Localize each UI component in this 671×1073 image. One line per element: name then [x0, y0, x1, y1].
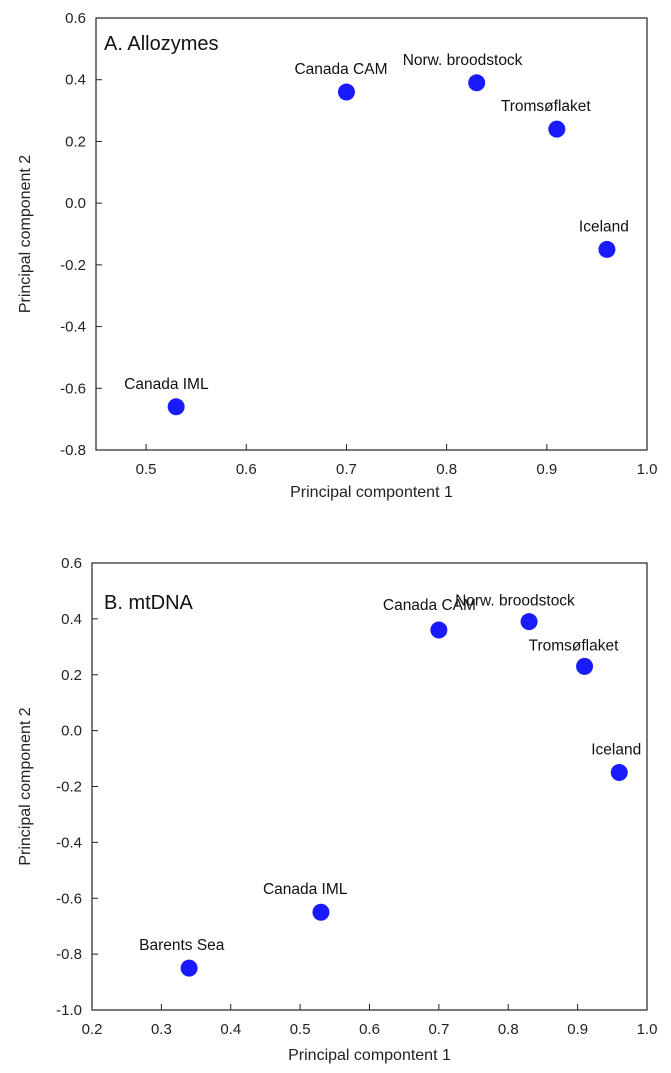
- point-label: Canada CAM: [294, 61, 387, 78]
- point-label: Norw. broodstock: [403, 52, 523, 69]
- y-axis-title: Principal component 2: [17, 707, 34, 865]
- data-point: [468, 74, 486, 92]
- panel-title: B. mtDNA: [104, 592, 194, 614]
- x-tick-label: 0.7: [336, 461, 357, 478]
- x-tick-label: 1.0: [637, 1021, 658, 1038]
- x-tick-label: 0.6: [359, 1021, 380, 1038]
- y-tick-label: -0.2: [60, 257, 86, 274]
- x-tick-label: 0.5: [290, 1021, 311, 1038]
- x-tick-label: 0.6: [236, 461, 257, 478]
- point-label: Tromsøflaket: [529, 637, 620, 654]
- data-point: [520, 613, 538, 631]
- point-label: Canada IML: [263, 881, 348, 898]
- y-tick-label: 0.0: [61, 723, 82, 740]
- data-point: [312, 903, 330, 921]
- x-tick-label: 0.4: [220, 1021, 241, 1038]
- y-tick-label: 0.4: [65, 72, 86, 89]
- y-tick-label: -0.6: [56, 890, 82, 907]
- x-tick-label: 0.3: [151, 1021, 172, 1038]
- point-label: Canada CAM: [383, 597, 476, 614]
- y-tick-label: -0.2: [56, 779, 82, 796]
- y-tick-label: -0.4: [60, 319, 86, 336]
- x-axis-title: Principal compontent 1: [290, 484, 453, 501]
- data-point: [576, 657, 594, 675]
- point-label: Iceland: [579, 218, 629, 235]
- point-label: Canada IML: [124, 376, 209, 393]
- data-point: [548, 120, 566, 138]
- x-tick-label: 1.0: [637, 461, 658, 478]
- y-tick-label: 0.2: [65, 133, 86, 150]
- x-tick-label: 0.9: [567, 1021, 588, 1038]
- x-tick-label: 0.8: [498, 1021, 519, 1038]
- y-tick-label: 0.0: [65, 195, 86, 212]
- plot-frame: [95, 17, 648, 451]
- x-tick-label: 0.9: [536, 461, 557, 478]
- x-tick-label: 0.7: [428, 1021, 449, 1038]
- point-label: Norw. broodstock: [455, 593, 575, 610]
- data-point: [167, 398, 185, 416]
- x-axis-title: Principal compontent 1: [288, 1047, 451, 1064]
- y-tick-label: 0.6: [65, 10, 86, 27]
- data-point: [430, 621, 448, 639]
- y-tick-label: -0.8: [60, 442, 86, 459]
- x-tick-label: 0.2: [82, 1021, 103, 1038]
- data-point: [598, 240, 616, 258]
- point-label: Barents Sea: [139, 937, 225, 954]
- y-tick-label: -0.6: [60, 380, 86, 397]
- y-tick-label: 0.6: [61, 555, 82, 572]
- point-label: Tromsøflaket: [501, 98, 592, 115]
- y-axis-title: Principal component 2: [17, 155, 34, 313]
- data-point: [180, 959, 198, 977]
- y-tick-label: 0.2: [61, 667, 82, 684]
- x-tick-label: 0.5: [136, 461, 157, 478]
- panel-b: 0.2 0.3 0.4 0.5 0.6 0.7 0.8 0.9 1.0 0.6 0.4 0.2 0.0 -…: [17, 555, 657, 1064]
- data-point: [610, 764, 628, 782]
- panel-a: 0.5 0.6 0.7 0.8 0.9 1.0 0.6 0.4 0.2 0.0 -0.2 -0.4 -0…: [17, 10, 657, 501]
- panel-title: A. Allozymes: [104, 33, 218, 55]
- point-label: Iceland: [591, 742, 641, 759]
- y-tick-label: -0.8: [56, 946, 82, 963]
- y-tick-label: 0.4: [61, 611, 82, 628]
- y-tick-label: -0.4: [56, 834, 82, 851]
- x-tick-label: 0.8: [436, 461, 457, 478]
- data-point: [337, 83, 355, 101]
- y-tick-label: -1.0: [56, 1002, 82, 1019]
